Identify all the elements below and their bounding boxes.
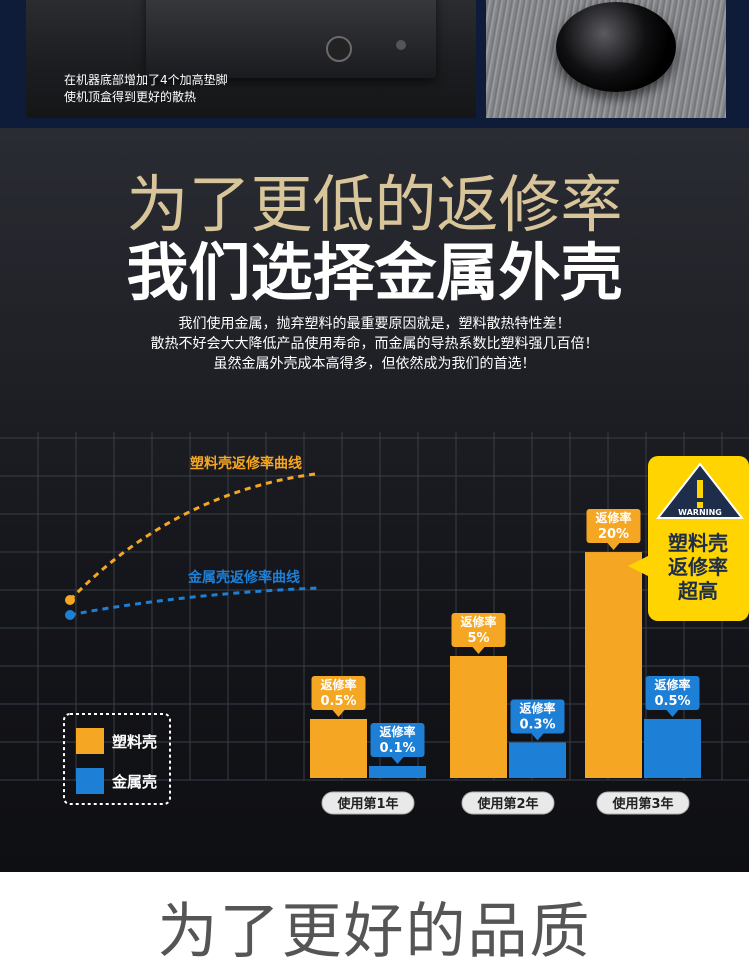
plastic-data-label-value: 0.5% bbox=[320, 694, 356, 709]
legend-swatch-plastic bbox=[76, 728, 104, 754]
warning-pointer bbox=[628, 556, 648, 576]
plastic-curve-start-dot bbox=[65, 595, 75, 605]
plastic-curve bbox=[68, 472, 316, 602]
plastic-bar bbox=[450, 656, 507, 778]
legend-swatch-metal bbox=[76, 768, 104, 794]
plastic-bar bbox=[310, 719, 367, 778]
quality-section: 为了更好的品质 bbox=[0, 872, 749, 960]
warning-badge-text: WARNING bbox=[678, 508, 722, 517]
description: 我们使用金属，抛弃塑料的最重要原因就是，塑料散热特性差！ 散热不好会大大降低产品… bbox=[0, 314, 749, 374]
photo-caption: 在机器底部增加了4个加高垫脚 使机顶盒得到更好的散热 bbox=[64, 72, 228, 106]
description-line-1: 我们使用金属，抛弃塑料的最重要原因就是，塑料散热特性差！ bbox=[178, 316, 571, 332]
plastic-bar bbox=[585, 552, 642, 778]
plastic-data-label-title: 返修率 bbox=[595, 510, 631, 525]
plastic-data-label-pointer bbox=[332, 710, 345, 717]
warning-text-line: 超高 bbox=[677, 579, 718, 603]
metal-bar bbox=[369, 766, 426, 778]
plastic-curve-label: 塑料壳返修率曲线 bbox=[190, 455, 302, 472]
plastic-data-label-value: 5% bbox=[467, 631, 489, 646]
plastic-data-label-box bbox=[311, 676, 366, 710]
metal-data-label-pointer bbox=[391, 757, 404, 764]
metal-data-label-title: 返修率 bbox=[379, 724, 415, 739]
metal-data-label-title: 返修率 bbox=[519, 701, 555, 716]
category-pill bbox=[321, 791, 415, 815]
metal-curve-start-dot bbox=[65, 610, 75, 620]
product-photo-strip: 在机器底部增加了4个加高垫脚 使机顶盒得到更好的散热 bbox=[0, 0, 749, 128]
device-photo: 在机器底部增加了4个加高垫脚 使机顶盒得到更好的散热 bbox=[26, 0, 476, 118]
metal-data-label-value: 0.3% bbox=[519, 718, 555, 733]
device-button-image bbox=[396, 40, 406, 50]
set-top-box-image bbox=[146, 0, 436, 78]
plastic-data-label-pointer bbox=[607, 543, 620, 551]
return-rate-section: 为了更低的返修率 我们选择金属外壳 我们使用金属，抛弃塑料的最重要原因就是，塑料… bbox=[0, 128, 749, 872]
metal-bar bbox=[644, 719, 701, 778]
metal-data-label-value: 0.1% bbox=[379, 741, 415, 756]
category-pill bbox=[461, 791, 555, 815]
plastic-data-label-pointer bbox=[472, 647, 485, 654]
headline-line-1: 为了更低的返修率 bbox=[126, 168, 623, 241]
device-knob-image bbox=[326, 36, 352, 62]
plastic-data-label-box bbox=[586, 509, 641, 544]
return-rate-chart: 塑料壳返修率曲线金属壳返修率曲线返修率0.5%返修率0.1%使用第1年返修率5%… bbox=[0, 432, 749, 815]
category-label: 使用第3年 bbox=[611, 796, 673, 812]
plastic-data-label-title: 返修率 bbox=[320, 677, 356, 692]
metal-curve bbox=[69, 586, 319, 617]
metal-bar bbox=[509, 742, 566, 778]
plastic-data-label-box bbox=[451, 613, 506, 647]
metal-data-label-pointer bbox=[531, 733, 544, 741]
warning-text-line: 返修率 bbox=[668, 555, 728, 579]
plastic-data-label-value: 20% bbox=[598, 527, 629, 542]
plastic-data-label-title: 返修率 bbox=[460, 614, 496, 629]
caption-line-1: 在机器底部增加了4个加高垫脚 bbox=[64, 73, 228, 87]
quality-title: 为了更好的品质 bbox=[157, 897, 592, 960]
foot-closeup-photo bbox=[486, 0, 726, 118]
metal-data-label-value: 0.5% bbox=[654, 694, 690, 709]
metal-data-label-box bbox=[510, 699, 565, 734]
warning-icon-dot bbox=[697, 502, 703, 508]
legend-label-metal: 金属壳 bbox=[111, 773, 157, 791]
headline-line-2: 我们选择金属外壳 bbox=[126, 236, 623, 309]
metal-data-label-pointer bbox=[666, 710, 679, 717]
metal-data-label-box bbox=[645, 676, 700, 710]
category-label: 使用第1年 bbox=[336, 796, 398, 812]
warning-icon-mark bbox=[697, 480, 703, 498]
warning-text-line: 塑料壳 bbox=[668, 531, 728, 555]
rubber-foot-image bbox=[556, 2, 676, 92]
description-line-3: 虽然金属外壳成本高得多，但依然成为我们的首选！ bbox=[213, 356, 536, 372]
metal-curve-label: 金属壳返修率曲线 bbox=[187, 569, 300, 586]
metal-data-label-title: 返修率 bbox=[654, 677, 690, 692]
caption-line-2: 使机顶盒得到更好的散热 bbox=[64, 90, 197, 104]
category-label: 使用第2年 bbox=[476, 796, 538, 812]
metal-data-label-box bbox=[370, 723, 425, 757]
description-line-2: 散热不好会大大降低产品使用寿命，而金属的导热系数比塑料强几百倍！ bbox=[150, 336, 599, 352]
legend-label-plastic: 塑料壳 bbox=[112, 733, 157, 751]
legend-frame bbox=[63, 713, 171, 805]
category-pill bbox=[596, 791, 690, 815]
